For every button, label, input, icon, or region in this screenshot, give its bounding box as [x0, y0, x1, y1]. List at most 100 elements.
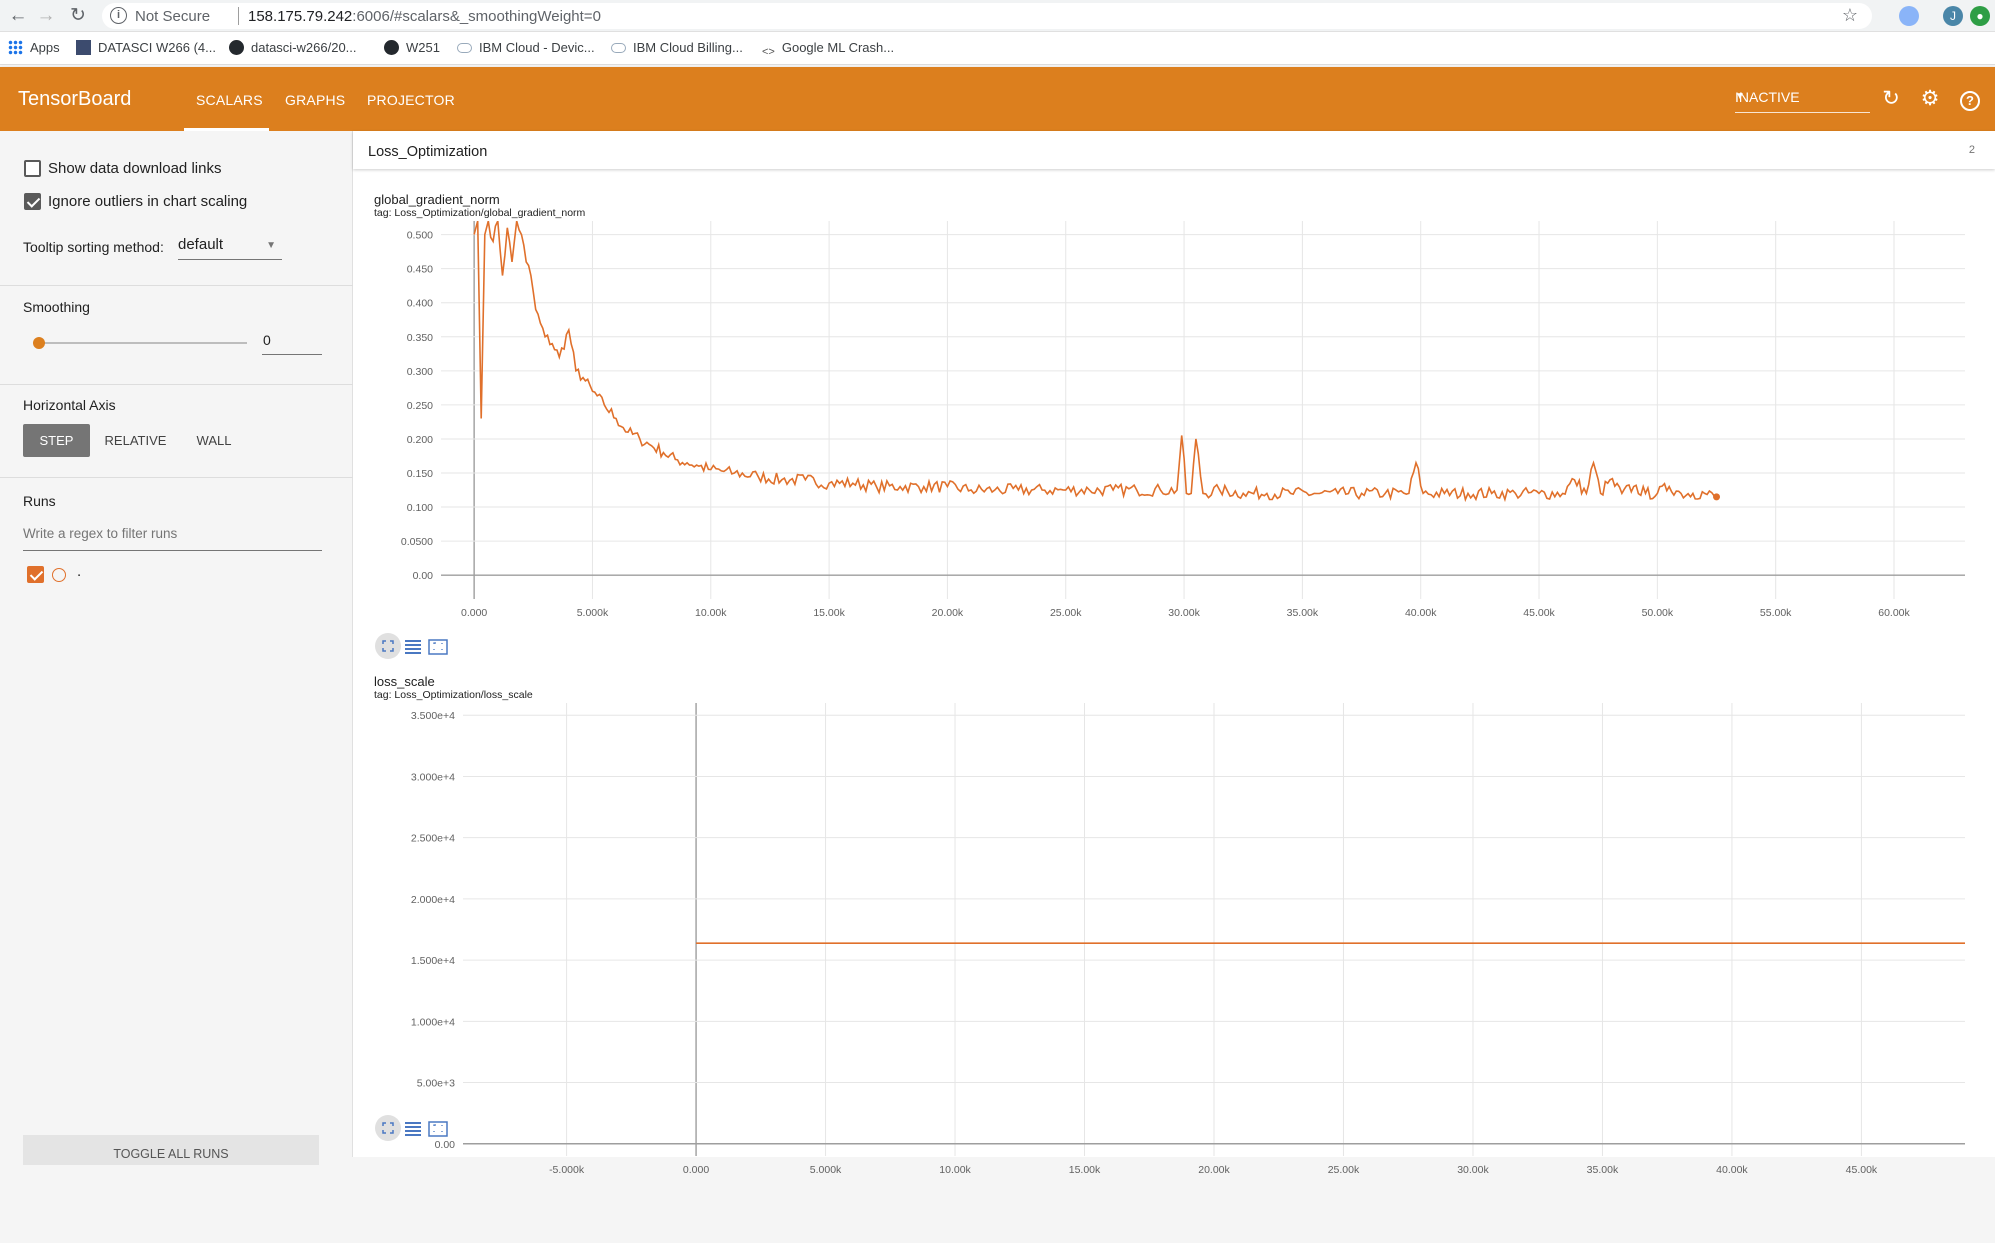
bookmark-datasci-w266[interactable]: DATASCI W266 (4... — [76, 40, 216, 55]
bookmark-datasci-w266-repo[interactable]: datasci-w266/20... — [229, 40, 357, 55]
x-tick-label: 30.00k — [1168, 607, 1200, 619]
profile-avatar[interactable]: J — [1943, 6, 1963, 26]
x-tick-label: 15.00k — [1069, 1164, 1101, 1176]
smoothing-slider-track[interactable] — [38, 342, 247, 344]
y-tick-label: 0.200 — [407, 434, 433, 446]
bookmark-label: datasci-w266/20... — [251, 40, 357, 55]
bookmark-label: DATASCI W266 (4... — [98, 40, 216, 55]
refresh-icon[interactable]: ↻ — [1882, 87, 1900, 110]
axis-relative-button[interactable]: RELATIVE — [104, 433, 167, 448]
chart-tag: tag: Loss_Optimization/global_gradient_n… — [374, 207, 586, 219]
chart-title: global_gradient_norm — [374, 192, 500, 207]
chart-title: loss_scale — [374, 674, 435, 689]
code-icon: <> — [762, 46, 775, 58]
sidebar-divider — [0, 384, 353, 385]
fit-domain-icon[interactable] — [425, 633, 451, 659]
bookmark-star-icon[interactable]: ☆ — [1841, 5, 1858, 25]
smoothing-value: 0 — [263, 332, 271, 348]
y-tick-label: 3.500e+4 — [411, 710, 455, 722]
extension-green-icon[interactable]: ● — [1970, 6, 1990, 26]
back-icon[interactable]: ← — [8, 5, 28, 26]
y-tick-label: 2.500e+4 — [411, 833, 455, 845]
reload-icon[interactable]: ↻ — [70, 5, 86, 26]
series-end-point — [1713, 493, 1721, 501]
toggle-log-scale-icon[interactable] — [400, 633, 426, 659]
cloud-icon — [611, 43, 626, 53]
bookmark-label: Apps — [30, 40, 60, 55]
main-panel: Loss_Optimization 2 global_gradient_norm… — [353, 131, 1995, 1176]
bookmark-ibm-cloud-device[interactable]: IBM Cloud - Devic... — [457, 40, 595, 55]
dropdown-arrow-icon: ▼ — [266, 240, 276, 251]
expand-chart-icon[interactable] — [375, 633, 401, 659]
runs-filter-placeholder: Write a regex to filter runs — [23, 526, 178, 541]
smoothing-input[interactable]: 0 — [262, 329, 322, 355]
x-tick-label: 5.000k — [810, 1164, 842, 1176]
fit-domain-icon[interactable] — [425, 1115, 451, 1141]
x-tick-label: 25.00k — [1328, 1164, 1360, 1176]
x-tick-label: 20.00k — [1198, 1164, 1230, 1176]
axis-step-button[interactable]: STEP — [23, 424, 90, 457]
bookmark-google-ml-crash[interactable]: <> Google ML Crash... — [762, 40, 894, 61]
bookmarks-bar: Apps DATASCI W266 (4... datasci-w266/20.… — [0, 32, 1995, 65]
y-tick-label: 0.100 — [407, 502, 433, 514]
forward-icon[interactable]: → — [36, 5, 56, 26]
tab-projector[interactable]: PROJECTOR — [367, 92, 455, 108]
y-tick-label: 0.150 — [407, 468, 433, 480]
info-icon[interactable]: i — [110, 7, 127, 24]
ignore-outliers-label: Ignore outliers in chart scaling — [48, 193, 248, 210]
tooltip-sorting-label: Tooltip sorting method: — [23, 239, 164, 255]
y-tick-label: 0.450 — [407, 264, 433, 276]
bookmark-label: IBM Cloud Billing... — [633, 40, 743, 55]
url-input[interactable]: i Not Secure 158.175.79.242:6006/#scalar… — [102, 3, 1872, 29]
x-tick-label: 10.00k — [695, 607, 727, 619]
y-tick-label: 1.500e+4 — [411, 955, 455, 967]
axis-wall-button[interactable]: WALL — [196, 433, 232, 448]
url-path: :6006/#scalars&_smoothingWeight=0 — [352, 8, 601, 25]
runs-filter-input[interactable]: Write a regex to filter runs — [23, 522, 322, 551]
x-tick-label: 40.00k — [1716, 1164, 1748, 1176]
toggle-log-scale-icon[interactable] — [400, 1115, 426, 1141]
sidebar-divider — [0, 477, 353, 478]
apps-grid-icon — [8, 40, 23, 55]
category-header[interactable]: Loss_Optimization 2 — [353, 131, 1995, 169]
tab-scalars[interactable]: SCALARS — [196, 92, 263, 108]
bookmark-w251[interactable]: W251 — [384, 40, 440, 55]
bookmark-ibm-cloud-billing[interactable]: IBM Cloud Billing... — [611, 40, 743, 55]
run-status-select[interactable]: INACTIVE ▼ — [1735, 87, 1870, 113]
x-tick-label: 35.00k — [1287, 607, 1319, 619]
x-tick-label: 45.00k — [1846, 1164, 1878, 1176]
run-checkbox[interactable] — [27, 566, 44, 583]
x-tick-label: 50.00k — [1642, 607, 1674, 619]
tab-graphs[interactable]: GRAPHS — [285, 92, 346, 108]
extension-icon[interactable] — [1899, 6, 1919, 26]
loss-scale-chart[interactable]: -5.000k 0.000 5.000k 10.00k 15.00k 20.00k 25.0… — [353, 703, 1995, 1233]
runs-label: Runs — [23, 493, 56, 509]
x-tick-label: 35.00k — [1587, 1164, 1619, 1176]
bookmark-label: IBM Cloud - Devic... — [479, 40, 595, 55]
y-tick-label: 5.00e+3 — [417, 1078, 455, 1090]
gradient-norm-chart[interactable]: 0.000 5.000k 10.00k 15.00k 20.00k 25.00k 30.00… — [353, 221, 1995, 766]
ignore-outliers-checkbox[interactable] — [24, 193, 41, 210]
dropdown-arrow-icon: ▼ — [1735, 91, 1745, 102]
tooltip-sorting-select[interactable]: default ▼ — [178, 235, 282, 260]
show-download-links-checkbox[interactable] — [24, 160, 41, 177]
smoothing-slider-knob[interactable] — [33, 337, 45, 349]
cloud-icon — [457, 43, 472, 53]
y-tick-label: 0.00 — [435, 1139, 456, 1151]
bookmark-apps[interactable]: Apps — [8, 40, 60, 55]
page-icon — [76, 40, 91, 55]
expand-chart-icon[interactable] — [375, 1115, 401, 1141]
category-count-badge: 2 — [1968, 144, 1975, 156]
active-tab-indicator — [184, 128, 269, 131]
y-tick-label: 2.000e+4 — [411, 894, 455, 906]
url-host: 158.175.79.242 — [248, 8, 353, 25]
toggle-all-runs-button[interactable]: TOGGLE ALL RUNS — [23, 1135, 319, 1165]
settings-gear-icon[interactable]: ⚙ — [1920, 87, 1940, 110]
horizontal-axis-label: Horizontal Axis — [23, 397, 116, 413]
help-icon[interactable]: ? — [1958, 87, 1982, 111]
github-icon — [229, 40, 244, 55]
bookmark-label: W251 — [406, 40, 440, 55]
x-tick-label: 15.00k — [813, 607, 845, 619]
series-line — [473, 221, 1717, 503]
x-tick-label: 5.000k — [577, 607, 609, 619]
